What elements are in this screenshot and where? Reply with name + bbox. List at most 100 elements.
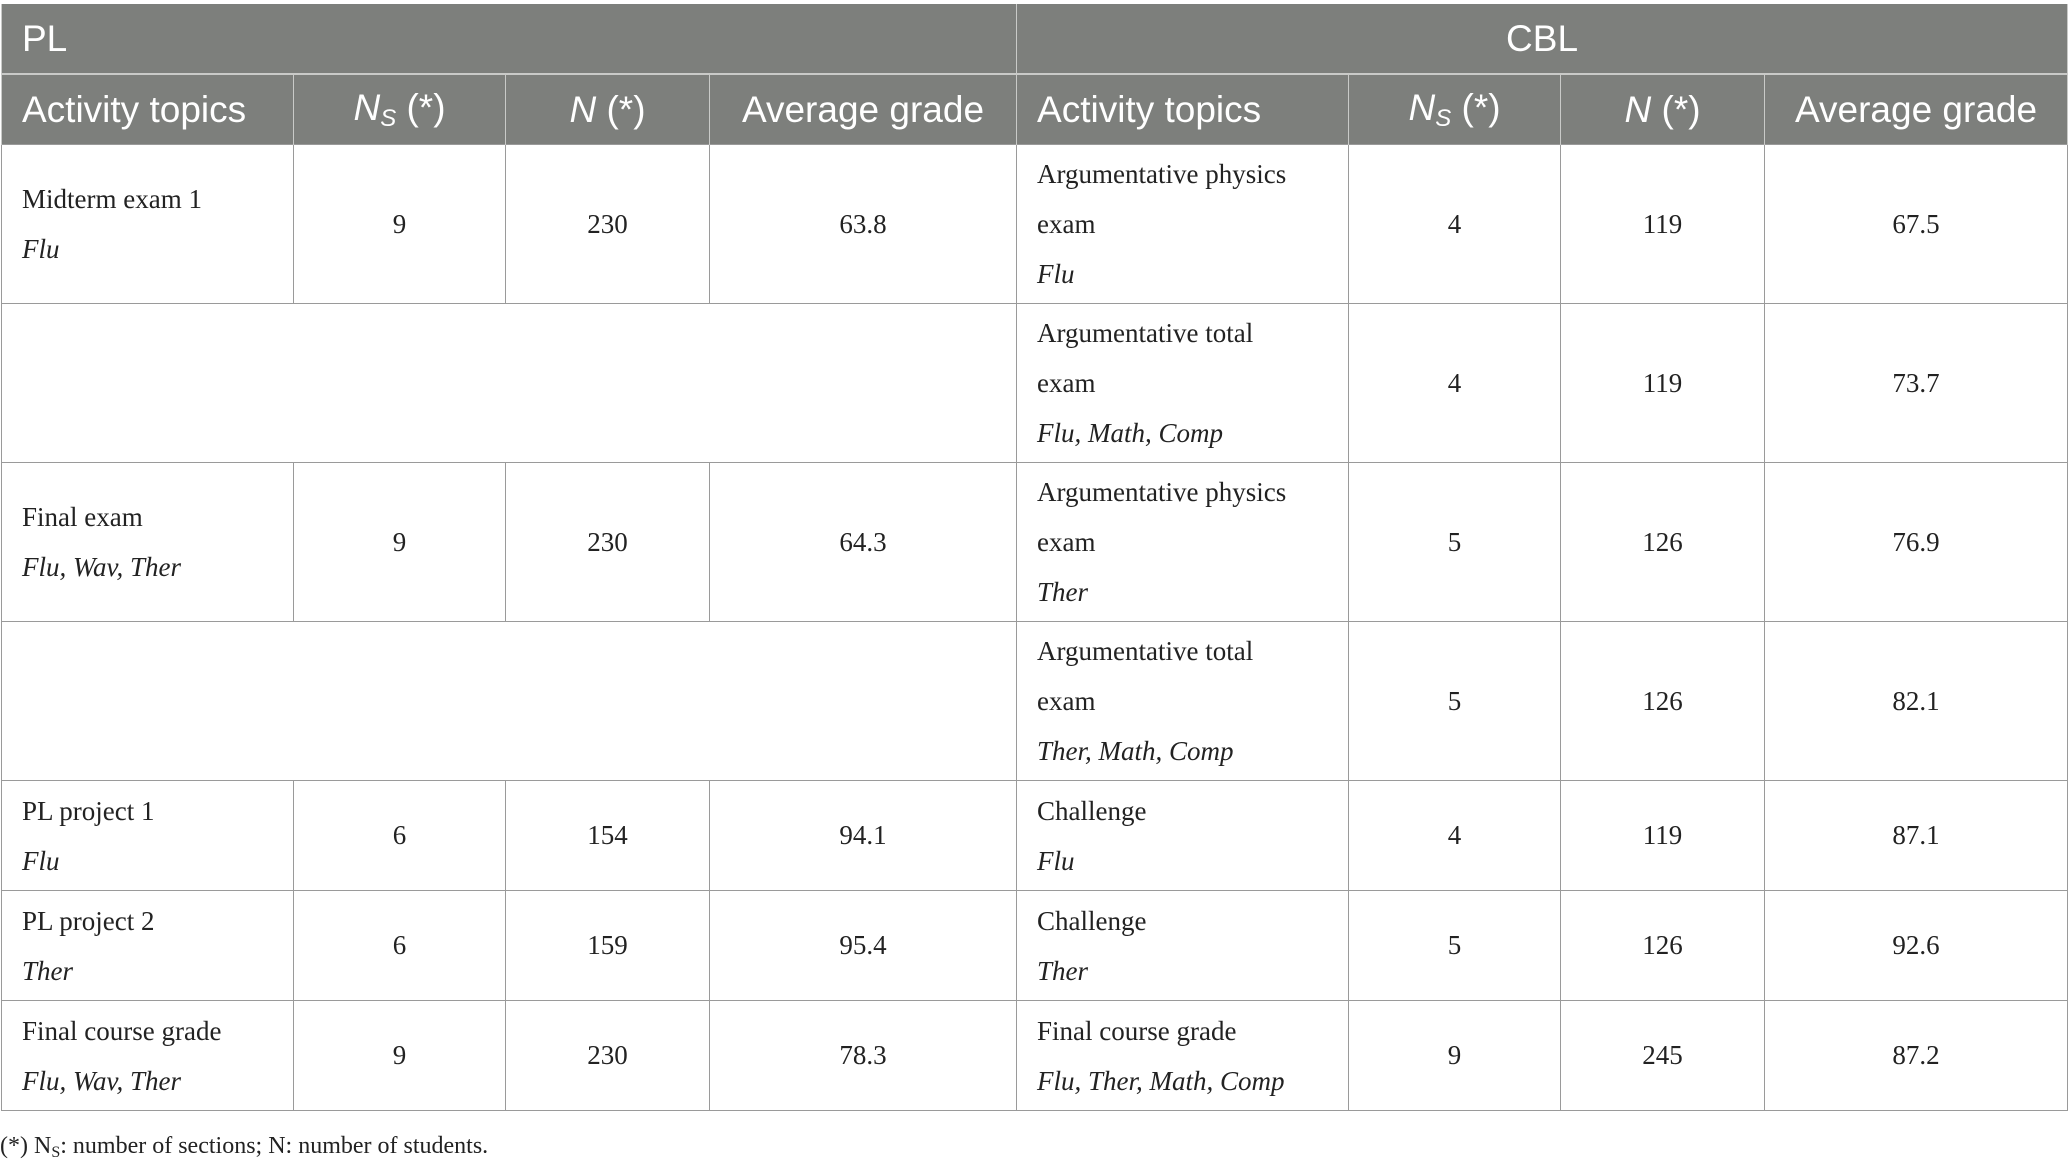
pl-ns: 9 [293,1000,506,1111]
cbl-topic-subjects: Ther, Math, Comp [1037,736,1234,766]
cbl-ns: 4 [1348,780,1562,891]
table-row: Final exam Flu, Wav, Ther 9 230 64.3 Arg… [1,462,2068,622]
footnote-subscript: S [51,1144,61,1161]
table-row: PL project 1 Flu 6 154 94.1 Challenge Fl… [1,780,2068,891]
col-header-n-cbl: N (*) [1560,74,1766,145]
cbl-avg: 82.1 [1764,621,2068,781]
pl-topic-cell: Final exam Flu, Wav, Ther [1,462,294,622]
cbl-n: 119 [1560,780,1766,891]
table-footnote: (*) NS: number of sections; N: number of… [0,1133,488,1162]
cbl-avg: 76.9 [1764,462,2068,622]
group-header-cbl: CBL [1016,4,2068,75]
cbl-topic-subjects: Flu [1037,259,1075,289]
cbl-avg: 92.6 [1764,890,2068,1001]
pl-ns: 6 [293,890,506,1001]
cbl-avg: 87.1 [1764,780,2068,891]
col-header-activity-pl: Activity topics [1,74,294,145]
pl-topic-subjects: Flu, Wav, Ther [22,1065,181,1096]
table-row: Final course grade Flu, Wav, Ther 9 230 … [1,1000,2068,1111]
pl-n: 230 [505,144,710,304]
pl-topic-subjects: Flu [22,845,60,876]
pl-topic: Midterm exam 1 [22,184,202,214]
cbl-ns: 9 [1348,1000,1562,1111]
ns-asterisk: (*) [1451,86,1501,128]
grades-table: PL CBL Activity topics NS (*) N (*) Aver… [0,4,2068,1111]
ns-subscript: S [1435,104,1452,132]
cbl-topic-cell: Challenge Ther [1016,890,1350,1001]
col-header-avg-cbl: Average grade [1764,74,2068,145]
pl-topic-cell: PL project 1 Flu [1,780,294,891]
cbl-topic-cont: exam [1037,368,1096,398]
pl-topic-subjects: Flu, Wav, Ther [22,552,181,582]
footnote-prefix: (*) N [0,1133,52,1159]
cbl-topic-subjects: Flu [1037,845,1075,876]
table-row: Argumentative total exam Ther, Math, Com… [0,621,2068,781]
pl-topic-cell: PL project 2 Ther [1,890,294,1001]
cbl-topic-cell: Argumentative total exam Flu, Math, Comp [1016,303,1350,463]
cbl-topic: Challenge [1037,905,1147,936]
pl-avg: 94.1 [708,780,1018,891]
pl-topic: PL project 1 [22,795,155,826]
col-header-ns-pl: NS (*) [293,74,506,145]
cbl-topic-cont: exam [1037,686,1096,716]
cbl-avg: 87.2 [1764,1000,2068,1111]
footnote-text: : number of sections; N: number of stude… [60,1133,489,1159]
cbl-topic: Final course grade [1037,1015,1237,1046]
cbl-n: 126 [1560,890,1766,1001]
cbl-ns: 5 [1348,462,1562,622]
pl-topic-subjects: Flu [22,234,60,264]
cbl-avg: 73.7 [1764,303,2068,463]
ns-symbol: N [1408,86,1436,128]
cbl-topic-subjects: Flu, Ther, Math, Comp [1037,1065,1285,1096]
cbl-n: 245 [1560,1000,1766,1111]
table-row: PL project 2 Ther 6 159 95.4 Challenge T… [1,890,2068,1001]
pl-avg: 95.4 [708,890,1018,1001]
cbl-n: 126 [1560,462,1766,622]
pl-avg: 64.3 [708,462,1018,622]
cbl-topic: Argumentative total [1037,636,1254,666]
pl-topic-cell: Final course grade Flu, Wav, Ther [1,1000,294,1111]
n-asterisk: (*) [1651,88,1701,130]
cbl-topic-subjects: Ther [1037,577,1089,607]
pl-topic: Final exam [22,502,143,532]
pl-topic-cell: Midterm exam 1 Flu [1,144,294,304]
table-container: PL CBL Activity topics NS (*) N (*) Aver… [0,4,2068,1111]
pl-topic: Final course grade [22,1015,222,1046]
cbl-topic-cont: exam [1037,209,1096,239]
cbl-topic-cell: Argumentative physics exam Ther [1016,462,1350,622]
pl-n: 154 [505,780,710,891]
cbl-topic-cell: Argumentative total exam Ther, Math, Com… [1016,621,1350,781]
n-symbol: N [1624,88,1652,130]
pl-topic: PL project 2 [22,905,155,936]
cbl-n: 119 [1560,144,1766,304]
cbl-topic: Argumentative total [1037,318,1254,348]
cbl-ns: 4 [1348,144,1562,304]
table-row: Argumentative total exam Flu, Math, Comp… [0,303,2068,463]
cbl-ns: 5 [1348,890,1562,1001]
group-header-row: PL CBL [0,4,2068,75]
ns-asterisk: (*) [396,86,446,128]
pl-empty-cell [0,303,1018,463]
pl-empty-cell [0,621,1018,781]
cbl-topic-cell: Final course grade Flu, Ther, Math, Comp [1016,1000,1350,1111]
pl-ns: 6 [293,780,506,891]
column-header-row: Activity topics NS (*) N (*) Average gra… [1,74,2068,145]
table-row: Midterm exam 1 Flu 9 230 63.8 Argumentat… [1,144,2068,304]
pl-n: 230 [505,462,710,622]
ns-subscript: S [380,104,397,132]
cbl-topic: Argumentative physics [1037,159,1287,189]
cbl-ns: 4 [1348,303,1562,463]
pl-ns: 9 [293,462,506,622]
group-header-pl: PL [0,4,1018,75]
col-header-activity-cbl: Activity topics [1016,74,1350,145]
n-asterisk: (*) [596,88,646,130]
cbl-n: 126 [1560,621,1766,781]
pl-avg: 63.8 [708,144,1018,304]
cbl-topic-cell: Argumentative physics exam Flu [1016,144,1350,304]
cbl-ns: 5 [1348,621,1562,781]
cbl-topic: Argumentative physics [1037,477,1287,507]
cbl-topic: Challenge [1037,795,1147,826]
cbl-topic-subjects: Flu, Math, Comp [1037,418,1224,448]
cbl-topic-cell: Challenge Flu [1016,780,1350,891]
pl-n: 159 [505,890,710,1001]
